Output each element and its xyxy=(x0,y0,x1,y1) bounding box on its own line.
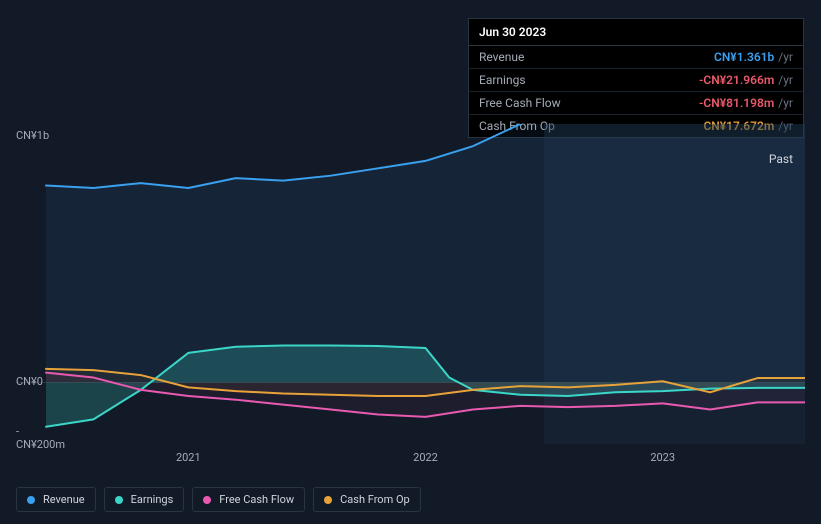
tooltip-label: Revenue xyxy=(479,50,714,64)
legend-label: Revenue xyxy=(43,493,85,506)
tooltip-row-earnings: Earnings -CN¥21.966m /yr xyxy=(469,69,803,92)
legend: Revenue Earnings Free Cash Flow Cash Fro… xyxy=(16,487,421,512)
legend-dot xyxy=(115,496,123,504)
tooltip-label: Earnings xyxy=(479,73,699,87)
y-axis-label: CN¥0 xyxy=(16,375,64,388)
legend-dot xyxy=(203,496,211,504)
chart-area[interactable]: Past CN¥1bCN¥0-CN¥200m202120222023 xyxy=(16,124,805,444)
tooltip-row-fcf: Free Cash Flow -CN¥81.198m /yr xyxy=(469,92,803,115)
tooltip-suffix: /yr xyxy=(778,50,793,64)
x-axis-label: 2023 xyxy=(650,451,675,464)
tooltip: Jun 30 2023 Revenue CN¥1.361b /yr Earnin… xyxy=(468,18,804,138)
legend-item-earnings[interactable]: Earnings xyxy=(104,487,185,512)
legend-item-cashop[interactable]: Cash From Op xyxy=(313,487,421,512)
legend-item-fcf[interactable]: Free Cash Flow xyxy=(192,487,305,512)
legend-label: Earnings xyxy=(131,493,174,506)
legend-label: Free Cash Flow xyxy=(219,493,294,506)
tooltip-suffix: /yr xyxy=(778,96,793,110)
legend-dot xyxy=(324,496,332,504)
tooltip-value: CN¥1.361b xyxy=(714,50,774,64)
tooltip-suffix: /yr xyxy=(778,73,793,87)
legend-dot xyxy=(27,496,35,504)
past-label: Past xyxy=(769,152,793,166)
chart-svg xyxy=(16,124,805,444)
legend-item-revenue[interactable]: Revenue xyxy=(16,487,96,512)
legend-label: Cash From Op xyxy=(340,493,410,506)
tooltip-row-revenue: Revenue CN¥1.361b /yr xyxy=(469,46,803,69)
tooltip-value: -CN¥21.966m xyxy=(699,73,774,87)
tooltip-label: Free Cash Flow xyxy=(479,96,699,110)
tooltip-value: -CN¥81.198m xyxy=(699,96,774,110)
x-axis-label: 2022 xyxy=(413,451,438,464)
tooltip-date: Jun 30 2023 xyxy=(469,19,803,46)
y-axis-label: -CN¥200m xyxy=(16,425,64,451)
y-axis-label: CN¥1b xyxy=(16,129,64,142)
x-axis-label: 2021 xyxy=(176,451,201,464)
